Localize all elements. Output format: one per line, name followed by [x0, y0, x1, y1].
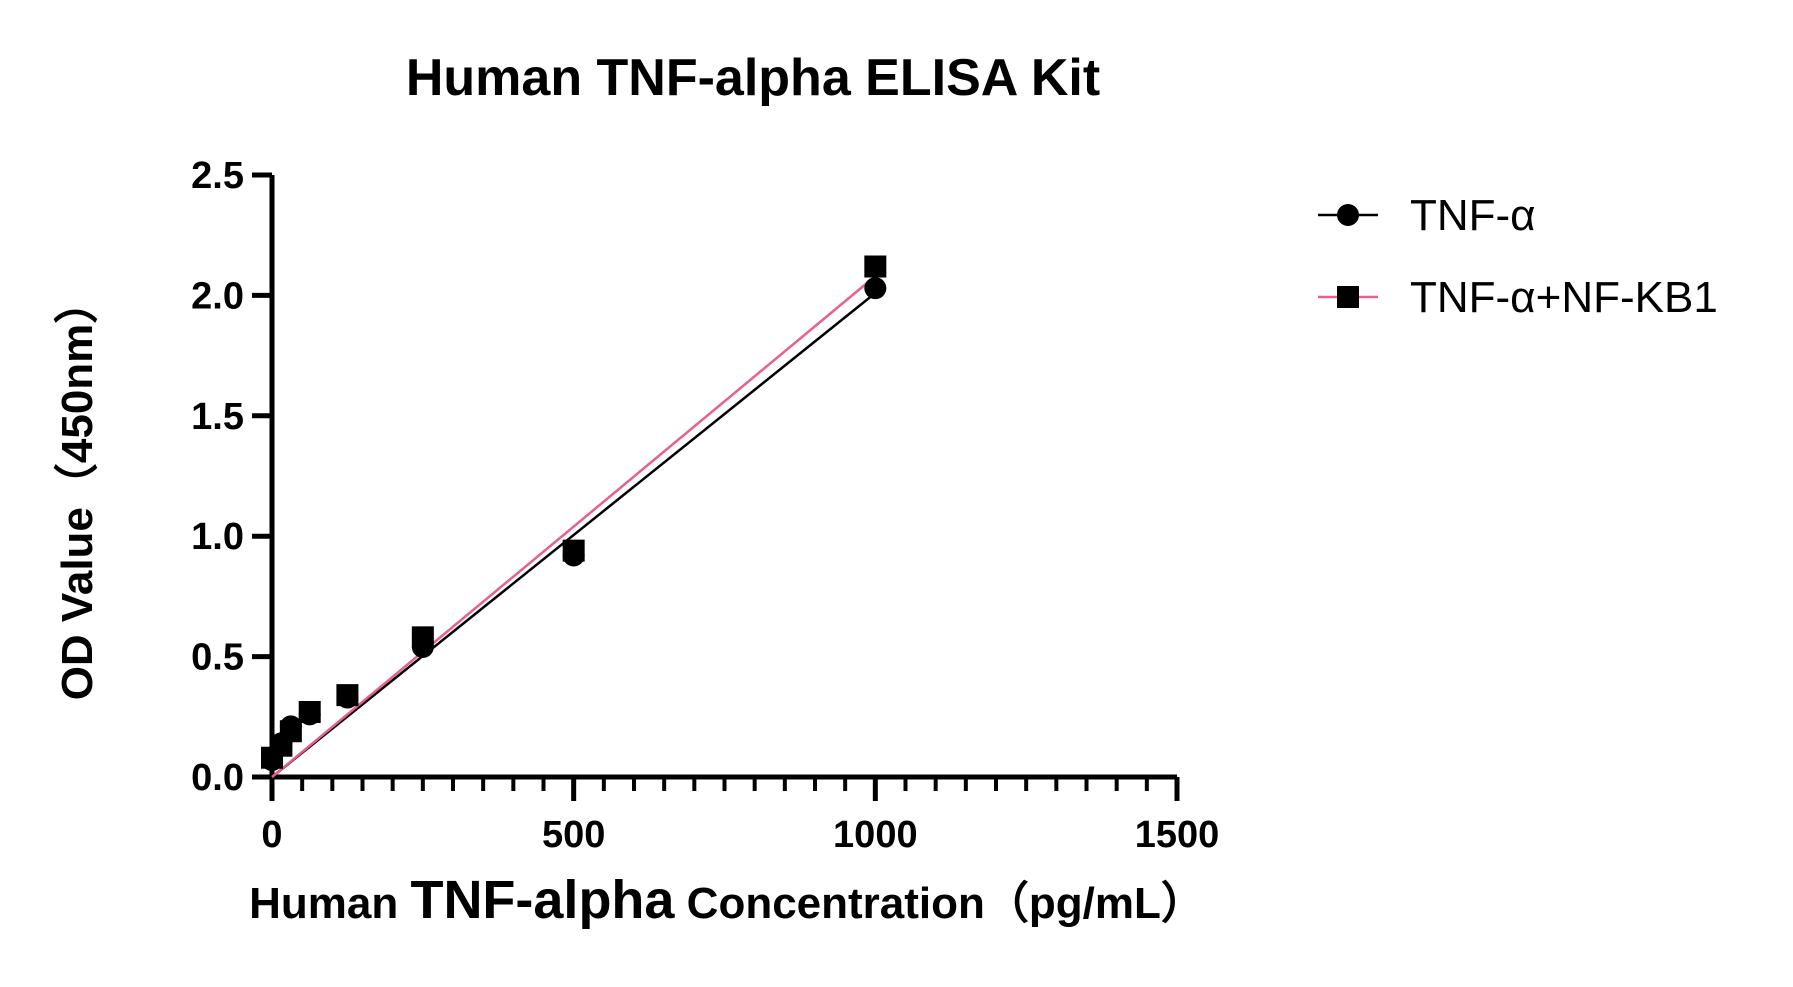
chart-title: Human TNF-alpha ELISA Kit [406, 49, 1100, 107]
x-axis-label-part2: TNF-alpha [410, 870, 675, 930]
data-point-square [298, 700, 321, 723]
data-point-circle [864, 277, 887, 300]
data-point-square [562, 539, 585, 562]
fit-line-series-2 [271, 275, 877, 778]
data-point-square [864, 255, 887, 278]
data-point-square [411, 626, 434, 649]
legend-label: TNF-α+NF-KB1 [1410, 273, 1718, 322]
legend-label: TNF-α [1410, 191, 1536, 240]
axes [252, 172, 1180, 801]
x-tick-label: 1000 [833, 814, 918, 856]
x-axis-label-part3: Concentration（pg/mL） [674, 879, 1204, 928]
tick-labels: 0.0 0.5 1.0 1.5 2.0 2.5 0 500 1000 1500 [191, 155, 1219, 856]
x-tick-label: 500 [542, 814, 605, 856]
y-tick-label: 1.5 [191, 396, 244, 438]
legend-marker-circle [1337, 204, 1359, 226]
x-axis-label-part1: Human [249, 879, 410, 928]
data-point-square [279, 720, 302, 743]
legend: TNF-α TNF-α+NF-KB1 [1318, 191, 1718, 322]
y-tick-label: 1.0 [191, 516, 244, 558]
legend-marker-square [1337, 286, 1359, 308]
data-point-square [336, 684, 359, 707]
data-markers [261, 255, 887, 772]
y-axis-label: OD Value（450nm） [53, 280, 102, 701]
y-tick-label: 0.5 [191, 637, 244, 679]
x-tick-label: 1500 [1135, 814, 1220, 856]
fit-lines [271, 275, 877, 778]
x-tick-label: 0 [261, 814, 282, 856]
x-axis-label: Human TNF-alpha Concentration（pg/mL） [249, 870, 1205, 930]
y-tick-label: 2.5 [191, 155, 244, 197]
y-tick-label: 2.0 [191, 275, 244, 317]
y-tick-label: 0.0 [191, 757, 244, 799]
fit-line-series-1 [271, 292, 877, 778]
